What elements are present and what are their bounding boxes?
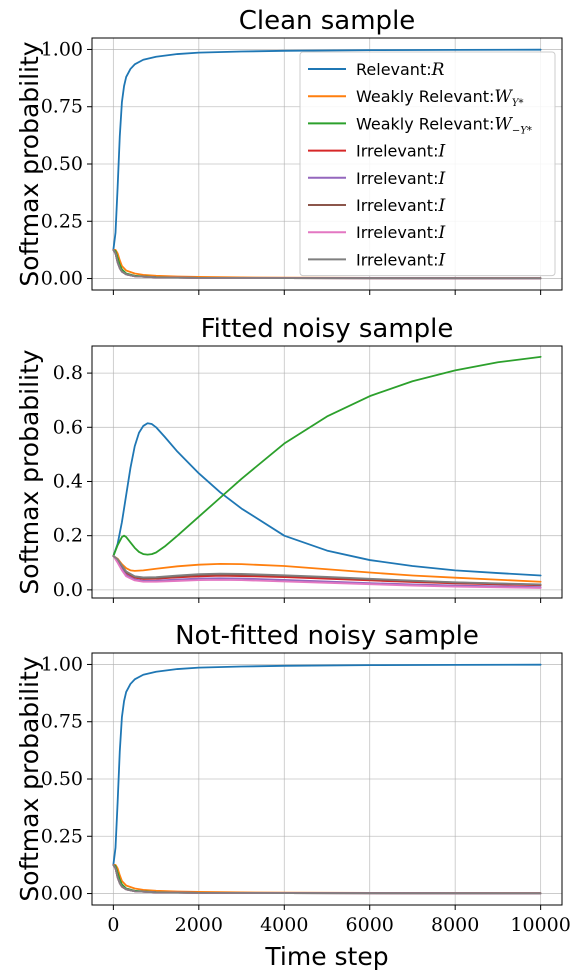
series-line-weakly-relevant-y bbox=[112, 555, 542, 583]
y-tick-label: 0.00 bbox=[41, 268, 83, 290]
panel-clean: 0.00 0.25 0.50 0.75 1.00 Clean sample Softma… bbox=[15, 6, 563, 295]
series-group bbox=[112, 355, 542, 589]
y-tick-label: 1.00 bbox=[41, 653, 83, 675]
y-tick-label: 0.75 bbox=[41, 711, 83, 733]
series-line-weakly-relevant-y bbox=[112, 864, 542, 895]
x-tick-label: 10000 bbox=[510, 914, 570, 936]
legend-entry-label: Relevant:R bbox=[356, 60, 445, 80]
series-line-relevant bbox=[112, 663, 542, 866]
x-tick-label: 0 bbox=[107, 914, 119, 936]
ticks-group: 0 2000 4000 6000 8000 10000 0.00 0.25 0.50 0.75 1.… bbox=[41, 653, 571, 936]
series-group bbox=[112, 48, 542, 280]
panel-title: Fitted noisy sample bbox=[201, 314, 454, 344]
x-tick-label: 6000 bbox=[346, 914, 394, 936]
series-line-irrelevant-2 bbox=[112, 864, 542, 895]
legend-entry-label: Irrelevant:I bbox=[356, 223, 445, 243]
y-tick-label: 0.50 bbox=[41, 768, 83, 790]
legend-subscript: −Y* bbox=[512, 125, 532, 136]
x-tick-label: 4000 bbox=[260, 914, 308, 936]
panel-title: Clean sample bbox=[239, 6, 416, 36]
legend-symbol: W bbox=[494, 114, 513, 134]
panel-not-fitted-noisy: 0 2000 4000 6000 8000 10000 0.00 0.25 0.50 0.75 1.… bbox=[15, 621, 571, 971]
y-tick-label: 0.4 bbox=[53, 470, 83, 492]
legend-symbol: I bbox=[437, 142, 445, 162]
series-group bbox=[112, 663, 542, 895]
legend-symbol: I bbox=[437, 169, 445, 189]
y-axis-label: Softmax probability bbox=[15, 349, 44, 594]
grid-group bbox=[92, 653, 562, 905]
series-line-relevant bbox=[112, 422, 542, 577]
panel-fitted-noisy: 0.0 0.2 0.4 0.6 0.8 Fitted noisy sample Soft… bbox=[15, 314, 563, 603]
panel-title: Not-fitted noisy sample bbox=[175, 621, 479, 651]
y-tick-label: 0.75 bbox=[41, 96, 83, 118]
y-tick-label: 0.25 bbox=[41, 825, 83, 847]
y-tick-label: 0.0 bbox=[53, 579, 83, 601]
series-line-irrelevant-5 bbox=[112, 555, 542, 586]
legend-symbol: R bbox=[431, 60, 445, 80]
series-line-relevant bbox=[112, 48, 542, 251]
legend-symbol: I bbox=[437, 250, 445, 270]
ticks-group: 0.0 0.2 0.4 0.6 0.8 bbox=[53, 362, 542, 603]
x-axis-label: Time step bbox=[264, 942, 388, 971]
series-line-irrelevant-5 bbox=[112, 249, 542, 280]
legend-symbol: W bbox=[494, 87, 513, 107]
y-tick-label: 0.00 bbox=[41, 883, 83, 905]
legend-prefix: Irrelevant: bbox=[356, 223, 438, 242]
series-line-irrelevant-4 bbox=[112, 864, 542, 895]
y-tick-label: 0.2 bbox=[53, 525, 83, 547]
series-line-weakly-relevant-y bbox=[112, 355, 542, 557]
y-tick-label: 0.50 bbox=[41, 153, 83, 175]
plot-frame bbox=[91, 345, 563, 599]
y-axis-label: Softmax probability bbox=[15, 41, 44, 286]
x-tick-label: 2000 bbox=[175, 914, 223, 936]
series-line-irrelevant-5 bbox=[112, 864, 542, 895]
legend-entry-label: Weakly Relevant:WY* bbox=[356, 87, 524, 109]
legend-prefix: Weakly Relevant: bbox=[356, 87, 494, 106]
legend-symbol: I bbox=[437, 223, 445, 243]
legend-entry-label: Irrelevant:I bbox=[356, 196, 445, 216]
y-tick-label: 0.25 bbox=[41, 210, 83, 232]
legend-prefix: Irrelevant: bbox=[356, 142, 438, 161]
series-line-irrelevant-4 bbox=[112, 555, 542, 589]
y-tick-label: 1.00 bbox=[41, 38, 83, 60]
legend-entry-label: Irrelevant:I bbox=[356, 250, 445, 270]
legend-entry-label: Irrelevant:I bbox=[356, 169, 445, 189]
y-axis-label: Softmax probability bbox=[15, 656, 44, 901]
legend-box bbox=[299, 51, 556, 277]
legend-prefix: Relevant: bbox=[356, 60, 432, 79]
legend-prefix: Irrelevant: bbox=[356, 250, 438, 269]
legend-prefix: Irrelevant: bbox=[356, 169, 438, 188]
series-line-irrelevant-3 bbox=[112, 864, 542, 895]
legend-entry-label: Weakly Relevant:W−Y* bbox=[356, 114, 532, 136]
series-line-weakly-relevant-y bbox=[112, 864, 542, 894]
legend-prefix: Irrelevant: bbox=[356, 196, 438, 215]
grid-group bbox=[92, 346, 562, 598]
y-tick-label: 0.6 bbox=[53, 416, 83, 438]
ticks-group: 0.00 0.25 0.50 0.75 1.00 bbox=[41, 38, 542, 295]
legend-entry-label: Irrelevant:I bbox=[356, 142, 445, 162]
legend-symbol: I bbox=[437, 196, 445, 216]
legend-prefix: Weakly Relevant: bbox=[356, 114, 494, 133]
series-line-irrelevant-1 bbox=[112, 864, 542, 895]
y-tick-label: 0.8 bbox=[53, 362, 83, 384]
legend-subscript: Y* bbox=[512, 98, 524, 109]
x-tick-label: 8000 bbox=[431, 914, 479, 936]
